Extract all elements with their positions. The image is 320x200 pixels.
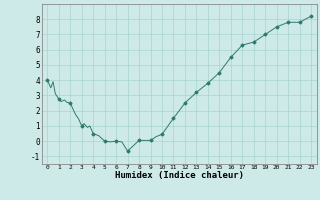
X-axis label: Humidex (Indice chaleur): Humidex (Indice chaleur) [115, 171, 244, 180]
